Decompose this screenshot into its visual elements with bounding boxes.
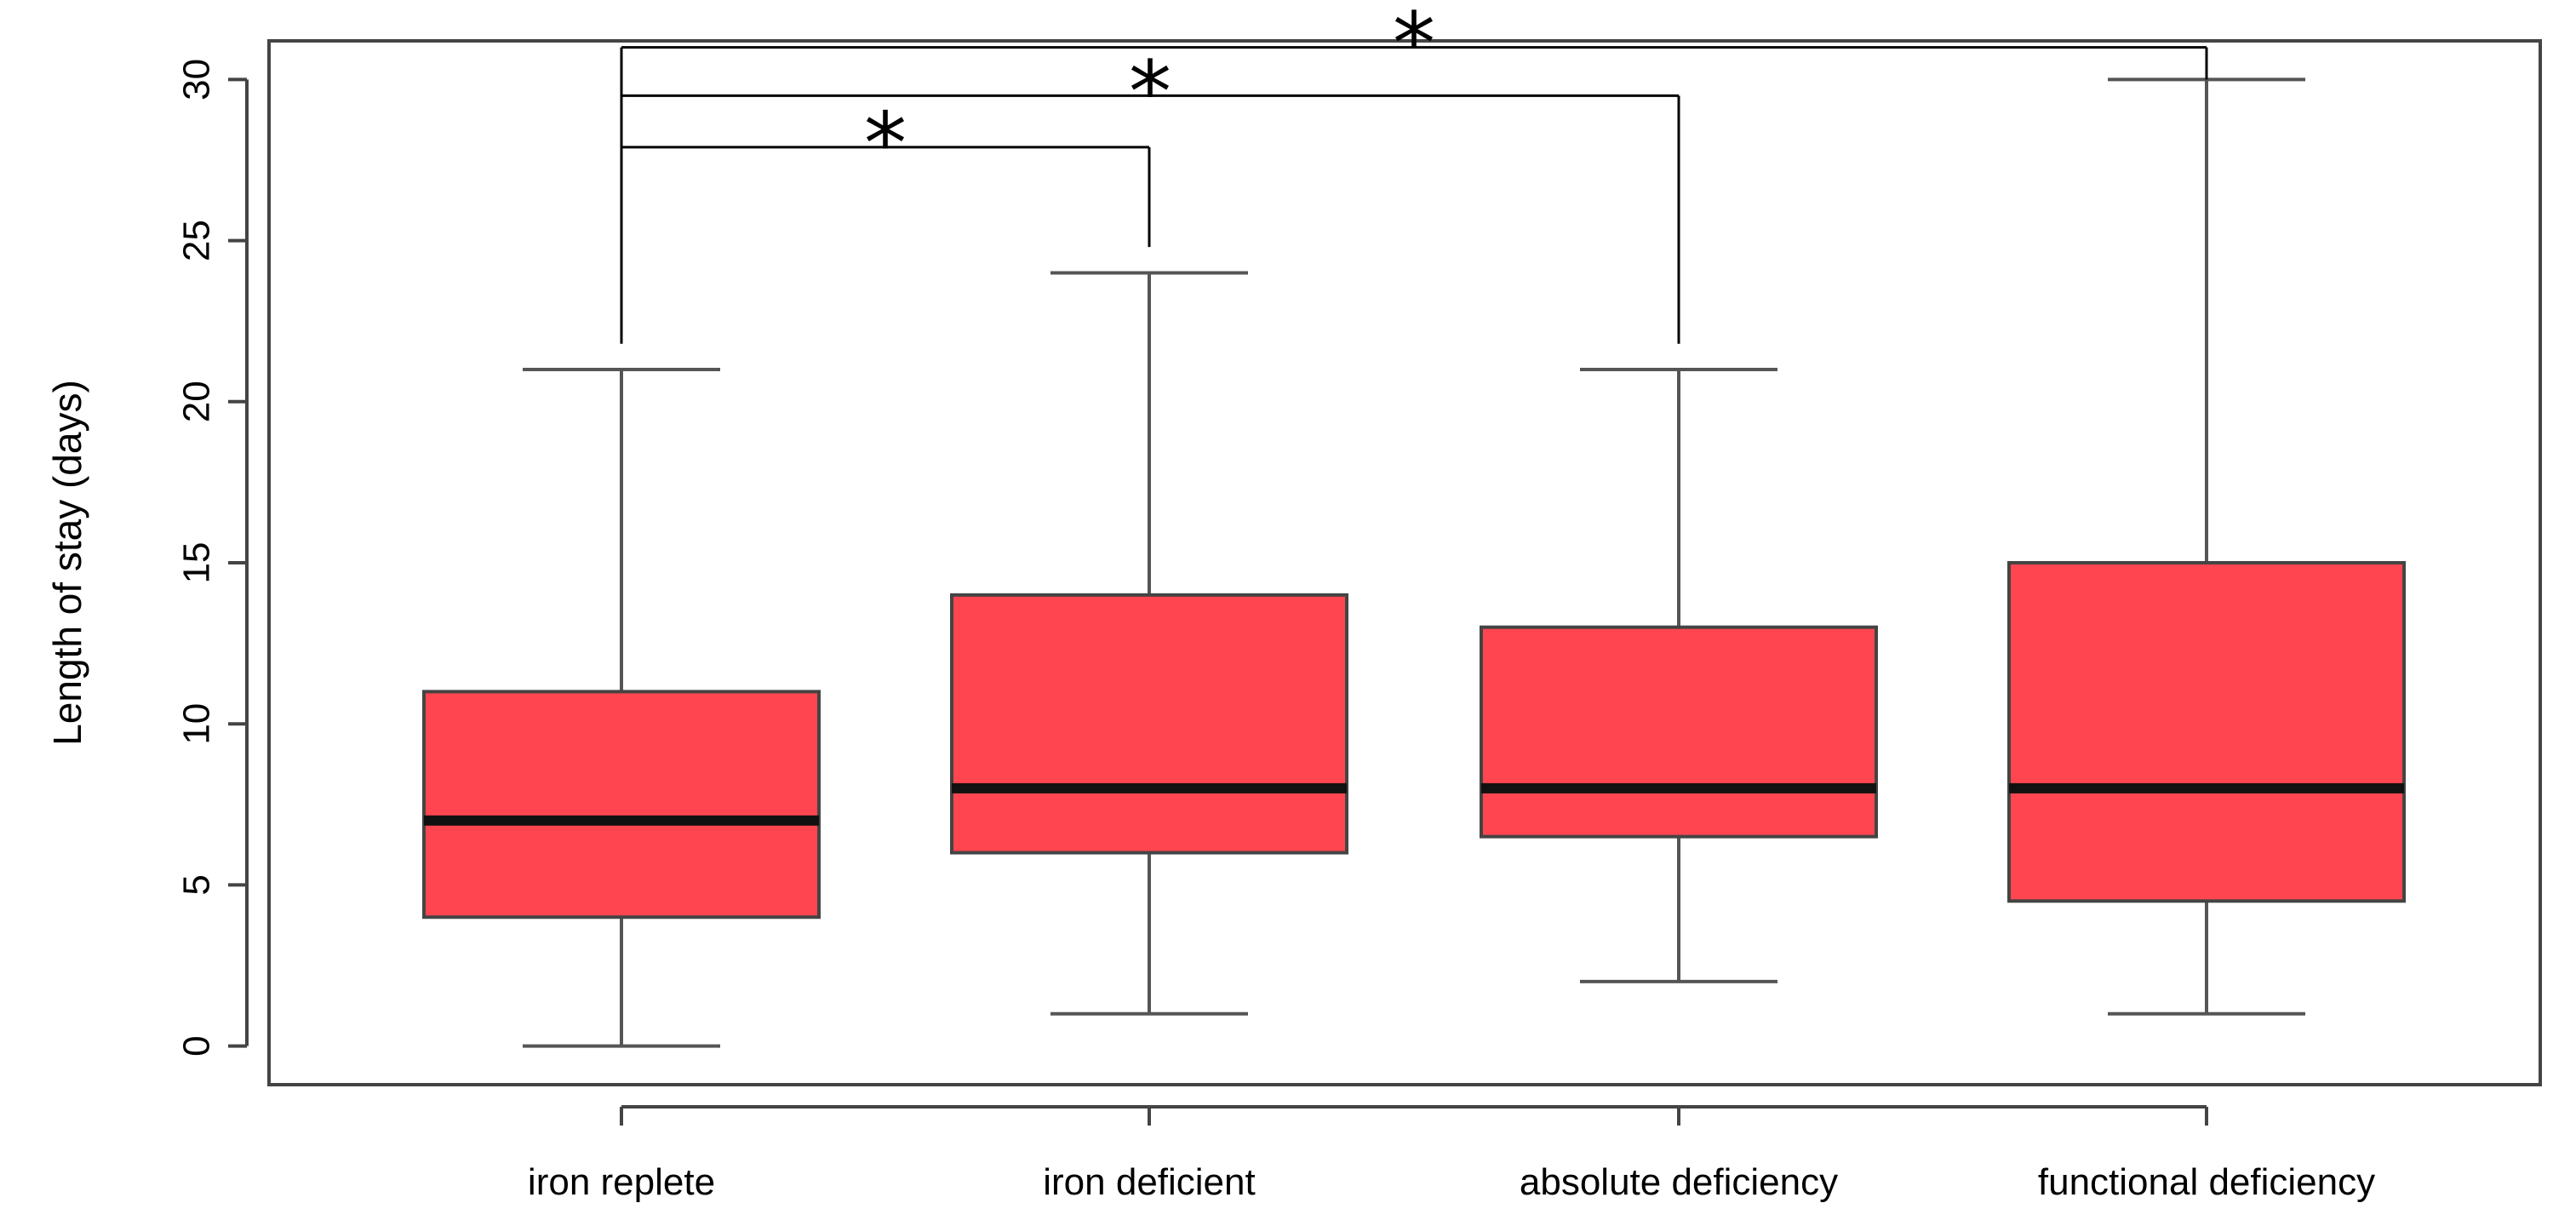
plot-frame bbox=[267, 39, 2542, 1086]
box-1 bbox=[422, 367, 821, 1048]
y-axis-title: Length of stay (days) bbox=[45, 380, 89, 746]
significance-bracket-2: * bbox=[621, 42, 1680, 344]
box-3 bbox=[1480, 367, 1878, 983]
x-tick-label: functional deficiency bbox=[2038, 1161, 2375, 1203]
y-tick-label: 15 bbox=[175, 542, 217, 584]
x-tick-label: iron replete bbox=[528, 1161, 715, 1203]
x-axis: iron replete iron deficient absolute defic… bbox=[528, 1105, 2375, 1203]
y-tick-label: 20 bbox=[175, 381, 217, 422]
significance-bracket-3: * bbox=[621, 0, 2208, 94]
y-tick-label: 5 bbox=[175, 874, 217, 895]
iqr-box bbox=[950, 593, 1348, 855]
box-4 bbox=[2007, 77, 2406, 1016]
y-tick-label: 0 bbox=[175, 1035, 217, 1056]
iqr-box bbox=[2007, 561, 2406, 903]
significance-star: * bbox=[864, 94, 907, 193]
y-tick-label: 30 bbox=[175, 59, 217, 100]
iqr-box bbox=[1480, 625, 1878, 839]
boxes bbox=[422, 77, 2406, 1048]
significance-bracket-1: * bbox=[621, 94, 1151, 248]
significance-star: * bbox=[1393, 0, 1435, 94]
y-axis: 0 5 10 15 20 25 30 bbox=[175, 59, 249, 1057]
x-tick-label: absolute deficiency bbox=[1520, 1161, 1838, 1203]
significance-star: * bbox=[1129, 42, 1171, 141]
iqr-box bbox=[422, 690, 821, 920]
y-tick-label: 25 bbox=[175, 220, 217, 261]
box-2 bbox=[950, 271, 1348, 1016]
significance-brackets: * * * bbox=[620, 0, 2208, 344]
x-tick-label: iron deficient bbox=[1043, 1161, 1255, 1203]
y-tick-label: 10 bbox=[175, 703, 217, 745]
